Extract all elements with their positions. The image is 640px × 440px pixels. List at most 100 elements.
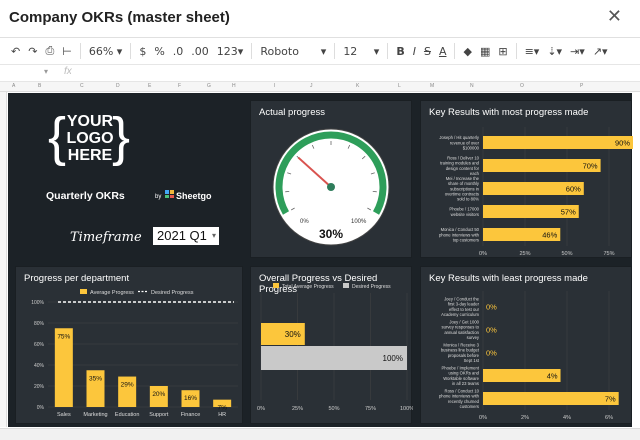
gauge-arc bbox=[275, 131, 387, 215]
column-header[interactable]: G bbox=[207, 83, 211, 89]
kr-bar bbox=[483, 228, 561, 241]
column-header[interactable]: D bbox=[116, 83, 120, 89]
column-header[interactable]: J bbox=[310, 83, 313, 89]
name-box-dropdown-icon[interactable]: ▾ bbox=[44, 67, 49, 76]
dept-bar bbox=[213, 399, 232, 407]
column-header[interactable]: F bbox=[178, 83, 182, 89]
column-header[interactable]: P bbox=[580, 83, 584, 89]
kr-value-label: 70% bbox=[583, 161, 598, 170]
bold-button[interactable]: B bbox=[396, 44, 405, 58]
gauge-value: 30% bbox=[319, 227, 343, 241]
kr-label: Ross / Conduct 10 bbox=[445, 389, 480, 394]
axis-tick-label: 6% bbox=[605, 415, 613, 421]
axis-tick-label: 20% bbox=[34, 384, 45, 390]
kr-label: phone interviews with bbox=[439, 394, 480, 399]
kr-bar bbox=[483, 392, 619, 405]
decrease-decimal-button[interactable]: .0 bbox=[172, 44, 184, 58]
column-header[interactable]: B bbox=[38, 83, 42, 89]
gauge-tick bbox=[311, 144, 315, 149]
column-header[interactable]: E bbox=[148, 83, 152, 89]
timeframe-select[interactable]: 2021 Q1 ▾ bbox=[153, 227, 219, 245]
kr-label: top customers bbox=[453, 238, 479, 243]
column-header[interactable]: N bbox=[470, 83, 474, 89]
dialog-titlebar: Company OKRs (master sheet) ✕ bbox=[0, 0, 640, 38]
by-label: by bbox=[155, 194, 162, 200]
percent-button[interactable]: % bbox=[154, 44, 165, 58]
align-icon[interactable]: ≡▾ bbox=[524, 44, 540, 58]
sheetgo-logo-icon bbox=[165, 190, 174, 198]
kr-label: overtime contracts bbox=[445, 192, 479, 197]
axis-tick-label: 50% bbox=[561, 251, 572, 257]
kr-label: in all 23 teams bbox=[452, 381, 479, 386]
kr-value-label: 57% bbox=[561, 207, 576, 216]
column-header[interactable]: K bbox=[356, 83, 360, 89]
zoom-value: 66% bbox=[88, 44, 114, 58]
font-size-value: 12 bbox=[343, 44, 358, 58]
category-label: Finance bbox=[181, 412, 201, 418]
valign-icon[interactable]: ⇣▾ bbox=[547, 44, 563, 58]
logo-line: HERE bbox=[67, 147, 113, 164]
dashboard: { YOUR LOGO HERE } Quarterly OKRs by She… bbox=[8, 93, 633, 427]
column-header[interactable]: H bbox=[232, 83, 236, 89]
increase-decimal-button[interactable]: .00 bbox=[191, 44, 209, 58]
category-label: Support bbox=[149, 412, 169, 418]
top-kr-panel: Key Results with most progress made 0% 25… bbox=[420, 100, 633, 258]
print-icon[interactable]: ⎙ bbox=[45, 44, 55, 57]
kr-bar bbox=[483, 159, 601, 172]
merge-cells-icon[interactable]: ⊞ bbox=[498, 44, 508, 58]
close-icon[interactable]: ✕ bbox=[606, 6, 622, 26]
column-headers: A B C D E F G H I J K L M N O P bbox=[0, 82, 640, 92]
dept-value-label: 20% bbox=[152, 391, 165, 398]
redo-icon[interactable]: ↷ bbox=[28, 44, 38, 58]
axis-tick-label: 80% bbox=[34, 321, 45, 327]
undo-icon[interactable]: ↶ bbox=[11, 44, 21, 58]
font-select[interactable]: Roboto ▾ bbox=[260, 44, 327, 58]
kr-label: website visitors bbox=[451, 212, 479, 217]
kr-label: Joey / Conduct the bbox=[444, 297, 480, 302]
brace-right-icon: } bbox=[112, 107, 131, 167]
column-header[interactable]: L bbox=[398, 83, 401, 89]
font-size-select[interactable]: 12 ▾ bbox=[343, 44, 380, 58]
format-select[interactable]: 123 ▾ bbox=[216, 44, 244, 58]
kr-bar bbox=[483, 369, 561, 382]
axis-tick-label: 0% bbox=[37, 405, 45, 411]
axis-tick-label: 40% bbox=[34, 363, 45, 369]
kr-bar bbox=[483, 182, 584, 195]
currency-button[interactable]: $ bbox=[139, 44, 147, 58]
desired-value-label: 100% bbox=[383, 354, 403, 363]
column-header[interactable]: I bbox=[274, 83, 276, 89]
dept-value-label: 7% bbox=[217, 405, 227, 412]
paint-format-icon[interactable]: ⊢ bbox=[62, 44, 72, 58]
logo-area: { YOUR LOGO HERE } bbox=[48, 109, 130, 167]
fill-color-icon[interactable]: ◆ bbox=[463, 44, 472, 58]
kr-value-label: 7% bbox=[605, 394, 616, 403]
rotate-icon[interactable]: ↗▾ bbox=[592, 44, 608, 58]
dept-value-label: 29% bbox=[121, 382, 134, 389]
column-header[interactable]: O bbox=[520, 83, 524, 89]
wrap-icon[interactable]: ⇥▾ bbox=[570, 44, 585, 58]
font-value: Roboto bbox=[260, 44, 299, 58]
kr-label: effect to test our bbox=[449, 307, 480, 312]
kr-value-label: 0% bbox=[486, 348, 497, 357]
chevron-down-icon: ▾ bbox=[211, 231, 216, 240]
kr-label: Ross / Deliver 10 bbox=[447, 156, 480, 161]
kr-value-label: 90% bbox=[615, 138, 630, 147]
legend-swatch bbox=[80, 289, 87, 294]
legend-swatch bbox=[343, 283, 349, 288]
borders-icon[interactable]: ▦ bbox=[479, 44, 491, 58]
column-header[interactable]: C bbox=[80, 83, 84, 89]
italic-icon[interactable]: I bbox=[412, 44, 416, 58]
category-label: Marketing bbox=[83, 412, 107, 418]
strikethrough-button[interactable]: S bbox=[423, 44, 431, 58]
panel-title: Progress per department bbox=[24, 273, 130, 284]
zoom-select[interactable]: 66% ▾ bbox=[88, 44, 123, 58]
kr-label: $100000 bbox=[463, 146, 480, 151]
legend-label: Average Progress bbox=[90, 290, 134, 296]
text-color-button[interactable]: A bbox=[438, 44, 447, 58]
top-kr-chart: 0% 25% 50% 75% Joseph / Hit quarterlyrevenue… bbox=[439, 127, 633, 257]
column-header[interactable]: M bbox=[430, 83, 435, 89]
department-chart: Average Progress Desired Progress 100% 80% 6… bbox=[31, 289, 238, 418]
dashboard-title: Quarterly OKRs bbox=[46, 190, 125, 202]
function-icon: fx bbox=[64, 66, 72, 77]
column-header[interactable]: A bbox=[12, 83, 16, 89]
